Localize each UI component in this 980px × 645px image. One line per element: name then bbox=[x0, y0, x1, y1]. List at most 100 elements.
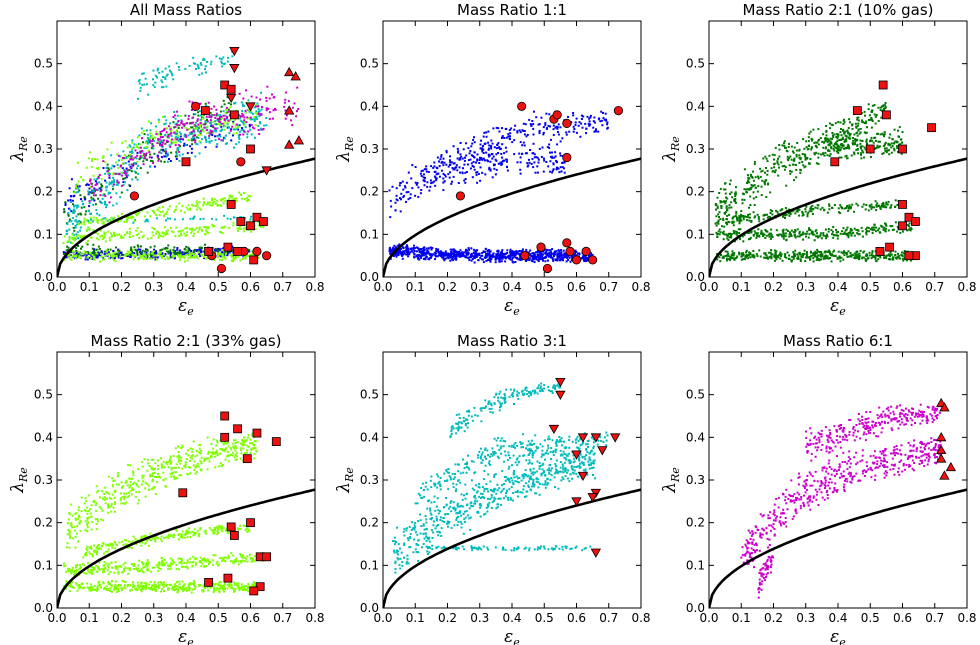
data-point bbox=[528, 161, 531, 164]
data-point bbox=[828, 208, 831, 211]
data-point bbox=[93, 258, 96, 261]
data-point bbox=[433, 165, 436, 168]
data-point bbox=[133, 255, 135, 258]
data-point bbox=[889, 206, 892, 209]
data-point bbox=[159, 131, 162, 133]
data-point bbox=[232, 122, 235, 125]
data-point bbox=[133, 170, 136, 173]
data-point bbox=[808, 233, 811, 236]
data-point bbox=[198, 126, 201, 129]
data-point bbox=[490, 153, 493, 156]
data-point bbox=[241, 127, 243, 130]
data-point bbox=[432, 166, 435, 169]
data-point bbox=[104, 195, 107, 197]
data-point bbox=[233, 146, 235, 149]
data-point bbox=[192, 121, 195, 124]
data-point bbox=[108, 236, 111, 239]
data-point bbox=[135, 229, 138, 232]
data-point bbox=[474, 249, 477, 252]
data-point bbox=[782, 235, 785, 238]
data-point bbox=[541, 253, 544, 256]
data-point bbox=[112, 249, 115, 252]
data-point bbox=[793, 179, 795, 182]
data-point bbox=[79, 236, 82, 239]
data-point bbox=[559, 253, 562, 256]
data-point bbox=[905, 259, 908, 262]
data-point bbox=[796, 253, 799, 256]
point-cloud-6 bbox=[137, 47, 234, 100]
data-point bbox=[717, 220, 720, 223]
data-point bbox=[834, 255, 837, 258]
data-point bbox=[839, 204, 842, 207]
data-point bbox=[242, 255, 245, 258]
data-point bbox=[870, 253, 873, 256]
data-point bbox=[798, 251, 801, 254]
data-point bbox=[182, 138, 184, 141]
data-point bbox=[814, 254, 817, 257]
data-point bbox=[77, 245, 79, 247]
data-point bbox=[438, 165, 441, 168]
data-point bbox=[235, 197, 238, 200]
data-point bbox=[447, 173, 450, 176]
data-point bbox=[457, 150, 460, 153]
data-point bbox=[495, 159, 498, 162]
data-point bbox=[76, 221, 79, 223]
data-point bbox=[506, 165, 508, 168]
data-point bbox=[487, 148, 490, 151]
data-point bbox=[114, 260, 117, 263]
data-point bbox=[212, 225, 215, 228]
data-point bbox=[542, 259, 544, 262]
data-point bbox=[442, 257, 445, 260]
data-point bbox=[552, 133, 555, 136]
data-point bbox=[183, 256, 186, 259]
data-point bbox=[150, 257, 153, 260]
point-cloud-1 bbox=[716, 248, 912, 263]
data-point bbox=[563, 256, 566, 259]
data-point bbox=[500, 161, 503, 164]
data-point bbox=[232, 120, 235, 123]
data-point bbox=[106, 219, 109, 222]
data-point bbox=[563, 253, 566, 256]
data-point bbox=[768, 235, 771, 238]
data-point bbox=[236, 126, 239, 129]
data-point bbox=[185, 135, 188, 138]
data-point bbox=[91, 256, 94, 259]
data-point bbox=[735, 210, 738, 213]
data-point bbox=[221, 249, 223, 251]
data-point bbox=[780, 255, 782, 258]
data-point bbox=[467, 252, 470, 255]
data-point bbox=[157, 137, 160, 140]
data-point bbox=[232, 224, 235, 227]
data-point bbox=[489, 250, 492, 253]
data-point bbox=[761, 179, 764, 182]
data-point bbox=[112, 253, 115, 256]
data-point bbox=[106, 171, 109, 174]
data-point bbox=[506, 160, 508, 163]
data-point bbox=[186, 128, 189, 131]
data-point bbox=[229, 194, 232, 197]
data-point bbox=[104, 240, 107, 243]
data-point bbox=[580, 257, 582, 260]
data-point bbox=[97, 251, 100, 254]
data-point bbox=[882, 203, 885, 206]
data-point bbox=[519, 141, 522, 144]
data-point bbox=[565, 131, 568, 134]
data-point bbox=[232, 128, 235, 131]
data-point bbox=[206, 201, 209, 204]
data-point bbox=[536, 249, 539, 252]
data-point bbox=[763, 256, 766, 259]
data-point bbox=[476, 158, 479, 161]
data-point bbox=[497, 127, 500, 130]
data-point bbox=[784, 232, 787, 235]
data-point bbox=[163, 213, 166, 216]
data-point bbox=[745, 249, 748, 252]
data-point bbox=[93, 178, 96, 181]
data-point bbox=[875, 260, 878, 263]
data-point bbox=[127, 160, 130, 163]
data-point bbox=[768, 251, 771, 254]
data-point bbox=[169, 217, 172, 220]
data-point bbox=[297, 108, 300, 110]
data-point bbox=[232, 216, 235, 219]
data-point bbox=[133, 143, 136, 146]
data-point bbox=[874, 257, 877, 260]
